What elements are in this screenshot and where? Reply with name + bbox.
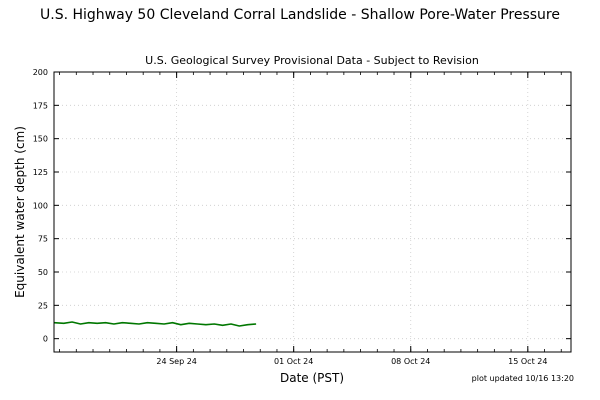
y-tick-label: 125 (33, 168, 48, 177)
plot-frame (53, 71, 572, 353)
y-tick-label: 50 (38, 268, 48, 277)
x-tick-label: 24 Sep 24 (156, 357, 197, 366)
x-axis: 24 Sep 24 01 Oct 24 08 Oct 24 15 Oct 24 (59, 72, 562, 366)
y-tick-label: 75 (38, 235, 48, 244)
series-line (53, 321, 257, 327)
y-tick-label: 150 (33, 135, 48, 144)
plot-updated-note: plot updated 10/16 13:20 (472, 374, 574, 383)
x-axis-label: Date (PST) (280, 371, 344, 385)
chart-subtitle: U.S. Geological Survey Provisional Data … (145, 54, 479, 67)
y-tick-label: 25 (38, 301, 48, 310)
x-tick-label: 08 Oct 24 (391, 357, 430, 366)
y-tick-label: 175 (33, 101, 48, 110)
y-axis: 0 25 50 75 100 125 150 175 200 (33, 68, 571, 344)
x-tick-label: 15 Oct 24 (508, 357, 547, 366)
y-tick-label: 200 (33, 68, 48, 77)
series-layer (53, 321, 257, 327)
y-tick-label: 0 (43, 335, 48, 344)
x-tick-label: 01 Oct 24 (274, 357, 313, 366)
y-tick-label: 100 (33, 201, 48, 210)
y-axis-label: Equivalent water depth (cm) (13, 126, 27, 298)
chart-title: U.S. Highway 50 Cleveland Corral Landsli… (40, 7, 560, 23)
grid (54, 72, 571, 352)
